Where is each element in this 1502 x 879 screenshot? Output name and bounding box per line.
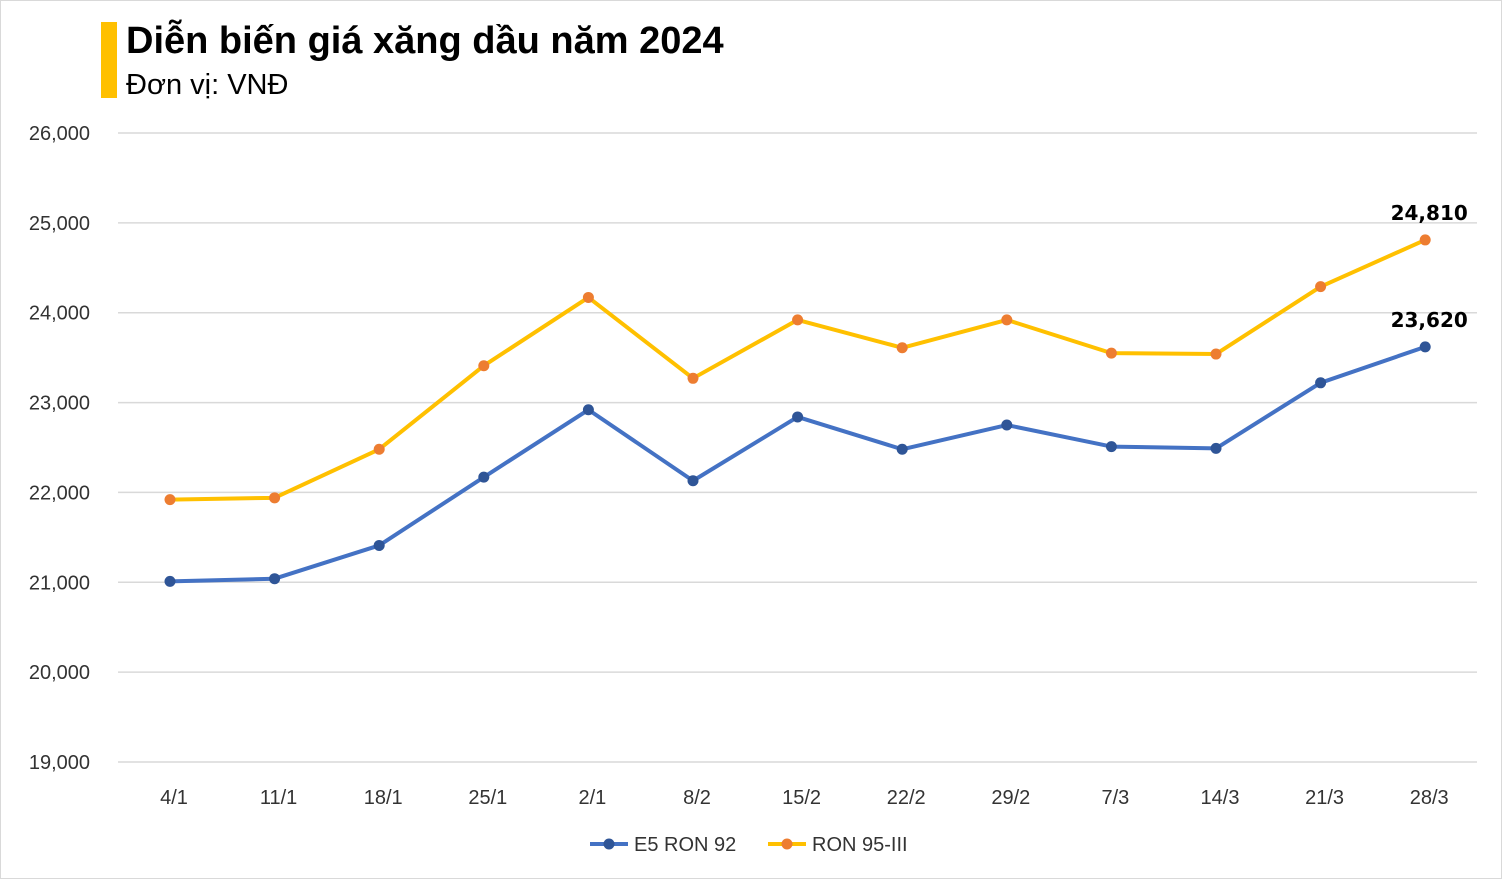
y-tick-label: 25,000 xyxy=(29,213,90,235)
data-point xyxy=(687,372,699,384)
data-point xyxy=(792,411,804,423)
y-tick-label: 21,000 xyxy=(29,572,90,594)
x-tick-label: 25/1 xyxy=(468,787,507,809)
x-tick-label: 8/2 xyxy=(683,787,711,809)
data-point xyxy=(164,494,176,506)
chart-subtitle: Đơn vị: VNĐ xyxy=(126,69,289,101)
series-line-0 xyxy=(168,344,1428,584)
legend-label: RON 95-III xyxy=(812,834,908,856)
data-point xyxy=(1105,347,1117,359)
data-label: 24,810 xyxy=(1391,201,1468,225)
x-tick-label: 2/1 xyxy=(578,787,606,809)
x-tick-label: 4/1 xyxy=(160,787,188,809)
data-point xyxy=(164,575,176,587)
data-point xyxy=(582,291,594,303)
data-point xyxy=(1315,281,1327,293)
y-tick-label: 22,000 xyxy=(29,482,90,504)
x-tick-label: 29/2 xyxy=(991,787,1030,809)
x-tick-label: 7/3 xyxy=(1101,787,1129,809)
y-tick-label: 20,000 xyxy=(29,662,90,684)
x-tick-label: 14/3 xyxy=(1201,787,1240,809)
data-point xyxy=(1001,314,1013,326)
data-point xyxy=(373,539,385,551)
title-accent-bar xyxy=(101,22,117,98)
data-point xyxy=(373,443,385,455)
legend-label: E5 RON 92 xyxy=(634,834,736,856)
data-point xyxy=(1419,234,1431,246)
y-tick-label: 19,000 xyxy=(29,752,90,774)
data-point xyxy=(478,471,490,483)
data-point xyxy=(896,443,908,455)
data-point xyxy=(1419,341,1431,353)
data-point xyxy=(1210,442,1222,454)
y-tick-label: 26,000 xyxy=(29,123,90,145)
x-axis-ticks: 4/1 11/1 18/1 25/1 2/1 8/2 15/2 22/2 29/2 7/3 14/3… xyxy=(160,787,1449,809)
data-point xyxy=(1315,377,1327,389)
legend-marker xyxy=(603,838,615,850)
legend: E5 RON 92 RON 95-III xyxy=(590,834,908,856)
y-axis-ticks: 26,000 25,000 24,000 23,000 22,000 21,000 20,0… xyxy=(29,123,90,774)
data-point xyxy=(687,475,699,487)
data-labels: 23,620 24,810 xyxy=(1391,201,1468,332)
x-tick-label: 22/2 xyxy=(887,787,926,809)
x-tick-label: 18/1 xyxy=(364,787,403,809)
data-label: 23,620 xyxy=(1391,308,1468,332)
gridlines xyxy=(118,132,1477,763)
series-group xyxy=(164,234,1431,587)
data-point xyxy=(1105,441,1117,453)
x-tick-label: 11/1 xyxy=(260,787,297,809)
chart-title: Diễn biến giá xăng dầu năm 2024 xyxy=(126,20,724,62)
y-tick-label: 23,000 xyxy=(29,393,90,415)
data-point xyxy=(896,342,908,354)
data-point xyxy=(792,314,804,326)
x-tick-label: 15/2 xyxy=(782,787,821,809)
x-tick-label: 28/3 xyxy=(1410,787,1449,809)
y-tick-label: 24,000 xyxy=(29,303,90,325)
data-point xyxy=(269,573,281,585)
x-tick-label: 21/3 xyxy=(1305,787,1344,809)
data-point xyxy=(1210,348,1222,360)
series-line-1 xyxy=(168,237,1428,502)
data-point xyxy=(478,360,490,372)
data-point xyxy=(1001,419,1013,431)
legend-marker xyxy=(781,838,793,850)
data-point xyxy=(582,404,594,416)
data-point xyxy=(269,492,281,504)
